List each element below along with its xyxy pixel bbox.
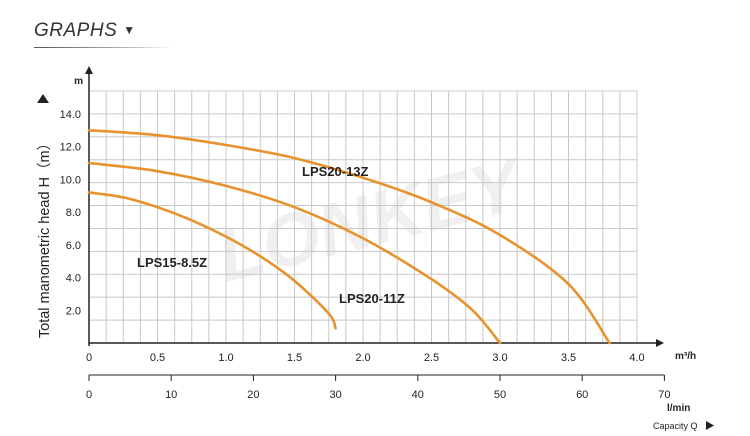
- secondary-x-tick-label: 40: [412, 389, 424, 401]
- x-axis-unit: m³/h: [675, 351, 696, 362]
- curves: [87, 128, 611, 345]
- y-tick-label: 8.0: [66, 207, 81, 219]
- y-axis-arrow-icon: [85, 66, 93, 74]
- curve-lps20-11z: [87, 161, 502, 345]
- secondary-x-tick-label: 50: [494, 389, 506, 401]
- secondary-x-tick-label: 0: [86, 389, 92, 401]
- x-tick-label: 1.0: [218, 352, 233, 364]
- x-tick-label: 3.5: [561, 352, 576, 364]
- curve-lps15-8-5z: [87, 191, 337, 330]
- header-divider: [34, 47, 174, 48]
- x-tick-label: 3.0: [492, 352, 507, 364]
- y-axis-label-arrow-icon: [37, 94, 49, 103]
- y-tick-label: 12.0: [60, 142, 81, 154]
- section-title: GRAPHS: [34, 20, 118, 41]
- x-axis-arrow-icon: [656, 339, 664, 347]
- x-tick-label: 0.5: [150, 352, 165, 364]
- capacity-arrow-icon: [706, 421, 714, 430]
- triangle-down-icon[interactable]: ▼: [123, 23, 136, 37]
- y-tick-label: 6.0: [66, 240, 81, 252]
- series-label: LPS15-8.5Z: [137, 255, 207, 270]
- chart-labels: m Total manometric head H（m） 2.0 4.0 6.0 8.0 1…: [36, 76, 714, 431]
- secondary-x-tick-label: 10: [165, 389, 177, 401]
- secondary-x-tick-label: 20: [247, 389, 259, 401]
- y-tick-label: 14.0: [60, 109, 81, 121]
- y-axis-label: Total manometric head H（m）: [36, 136, 53, 338]
- curve-lps20-13z: [87, 128, 611, 345]
- y-tick-label: 2.0: [66, 305, 81, 317]
- x-tick-label: 2.5: [424, 352, 439, 364]
- x-tick-label: 4.0: [629, 352, 644, 364]
- secondary-x-tick-label: 60: [576, 389, 588, 401]
- x-tick-label: 2.0: [355, 352, 370, 364]
- series-label: LPS20-11Z: [339, 291, 405, 306]
- capacity-label: Capacity Q: [653, 421, 698, 431]
- x-tick-label: 1.5: [287, 352, 302, 364]
- secondary-x-axis-unit: l/min: [667, 403, 690, 414]
- series-label: LPS20-13Z: [302, 164, 369, 179]
- y-tick-label: 4.0: [66, 273, 81, 285]
- y-axis-unit: m: [74, 76, 83, 87]
- y-tick-label: 10.0: [60, 174, 81, 186]
- chart-axes: [85, 66, 665, 381]
- secondary-x-tick-label: 70: [658, 389, 670, 401]
- x-tick-label: 0: [86, 352, 92, 364]
- secondary-x-tick-label: 30: [329, 389, 341, 401]
- section-header: GRAPHS ▼: [34, 20, 135, 46]
